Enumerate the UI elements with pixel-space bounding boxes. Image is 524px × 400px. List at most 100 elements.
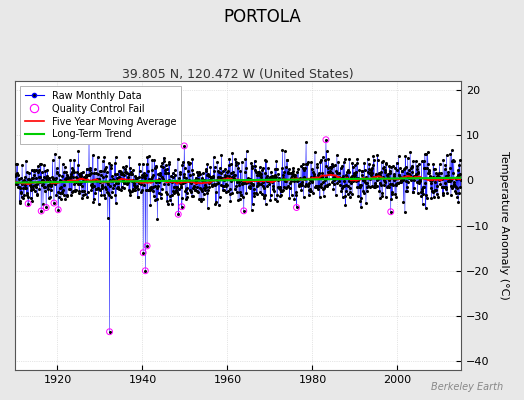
Point xyxy=(12,161,20,168)
Point xyxy=(413,190,422,196)
Point xyxy=(190,183,198,189)
Point xyxy=(203,171,211,178)
Point xyxy=(243,148,251,154)
Point xyxy=(418,200,427,207)
Point xyxy=(299,194,308,200)
Point xyxy=(139,173,148,180)
Point xyxy=(367,166,375,173)
Point xyxy=(42,177,51,184)
Point xyxy=(104,190,112,196)
Point xyxy=(307,159,315,166)
Point xyxy=(317,184,325,190)
Point xyxy=(37,160,45,167)
Point xyxy=(399,176,407,182)
Point xyxy=(224,188,232,194)
Point xyxy=(213,158,222,165)
Point xyxy=(370,184,379,190)
Point xyxy=(84,172,92,178)
Point xyxy=(53,188,62,195)
Point xyxy=(260,193,268,199)
Point xyxy=(211,182,219,188)
Point xyxy=(84,172,93,178)
Point xyxy=(290,178,298,184)
Point xyxy=(228,150,237,156)
Point xyxy=(307,174,315,180)
Point xyxy=(41,184,49,190)
Point xyxy=(82,172,90,178)
Point xyxy=(253,191,261,197)
Point xyxy=(384,174,392,180)
Point xyxy=(272,158,280,164)
Point xyxy=(54,206,62,213)
Point xyxy=(128,177,137,183)
Point xyxy=(119,176,127,183)
Point xyxy=(268,173,277,180)
Point xyxy=(156,190,165,197)
Point xyxy=(368,165,376,171)
Point xyxy=(453,194,462,200)
Point xyxy=(302,182,311,188)
Point xyxy=(235,182,243,188)
Point xyxy=(446,151,454,158)
Point xyxy=(183,158,192,165)
Legend: Raw Monthly Data, Quality Control Fail, Five Year Moving Average, Long-Term Tren: Raw Monthly Data, Quality Control Fail, … xyxy=(20,86,181,144)
Point xyxy=(220,176,228,183)
Point xyxy=(315,174,324,181)
Point xyxy=(180,143,189,149)
Point xyxy=(391,191,399,197)
Point xyxy=(11,180,19,186)
Point xyxy=(37,208,46,214)
Point xyxy=(187,187,195,194)
Point xyxy=(286,178,294,184)
Point xyxy=(88,187,96,193)
Point xyxy=(192,188,201,194)
Point xyxy=(371,182,379,188)
Point xyxy=(224,162,233,168)
Point xyxy=(378,190,386,197)
Point xyxy=(82,174,90,180)
Point xyxy=(63,175,72,181)
Point xyxy=(155,179,163,186)
Point xyxy=(228,176,237,182)
Point xyxy=(213,174,222,180)
Point xyxy=(354,193,362,199)
Point xyxy=(255,181,264,188)
Point xyxy=(390,177,398,183)
Point xyxy=(351,162,359,168)
Point xyxy=(451,188,460,194)
Point xyxy=(342,188,351,194)
Point xyxy=(189,171,198,178)
Point xyxy=(398,176,406,182)
Point xyxy=(154,177,162,184)
Point xyxy=(46,194,54,200)
Point xyxy=(251,163,259,169)
Point xyxy=(64,174,73,180)
Point xyxy=(376,195,384,202)
Point xyxy=(108,173,116,179)
Point xyxy=(372,180,380,186)
Point xyxy=(200,191,208,198)
Point xyxy=(312,183,321,190)
Point xyxy=(299,175,307,181)
Point xyxy=(372,172,380,178)
Point xyxy=(456,171,464,178)
Point xyxy=(51,175,60,181)
Point xyxy=(359,176,368,183)
Point xyxy=(88,184,96,190)
Point xyxy=(91,177,99,184)
Point xyxy=(18,181,27,187)
Point xyxy=(117,171,125,177)
Point xyxy=(112,180,121,186)
Point xyxy=(66,157,74,164)
Point xyxy=(34,163,42,169)
Point xyxy=(24,193,32,200)
Point xyxy=(225,186,234,192)
Point xyxy=(339,194,347,200)
Point xyxy=(24,200,32,207)
Point xyxy=(22,178,30,185)
Point xyxy=(73,162,82,168)
Point xyxy=(189,193,197,200)
Point xyxy=(432,175,441,181)
Point xyxy=(383,184,391,190)
Point xyxy=(339,172,347,179)
